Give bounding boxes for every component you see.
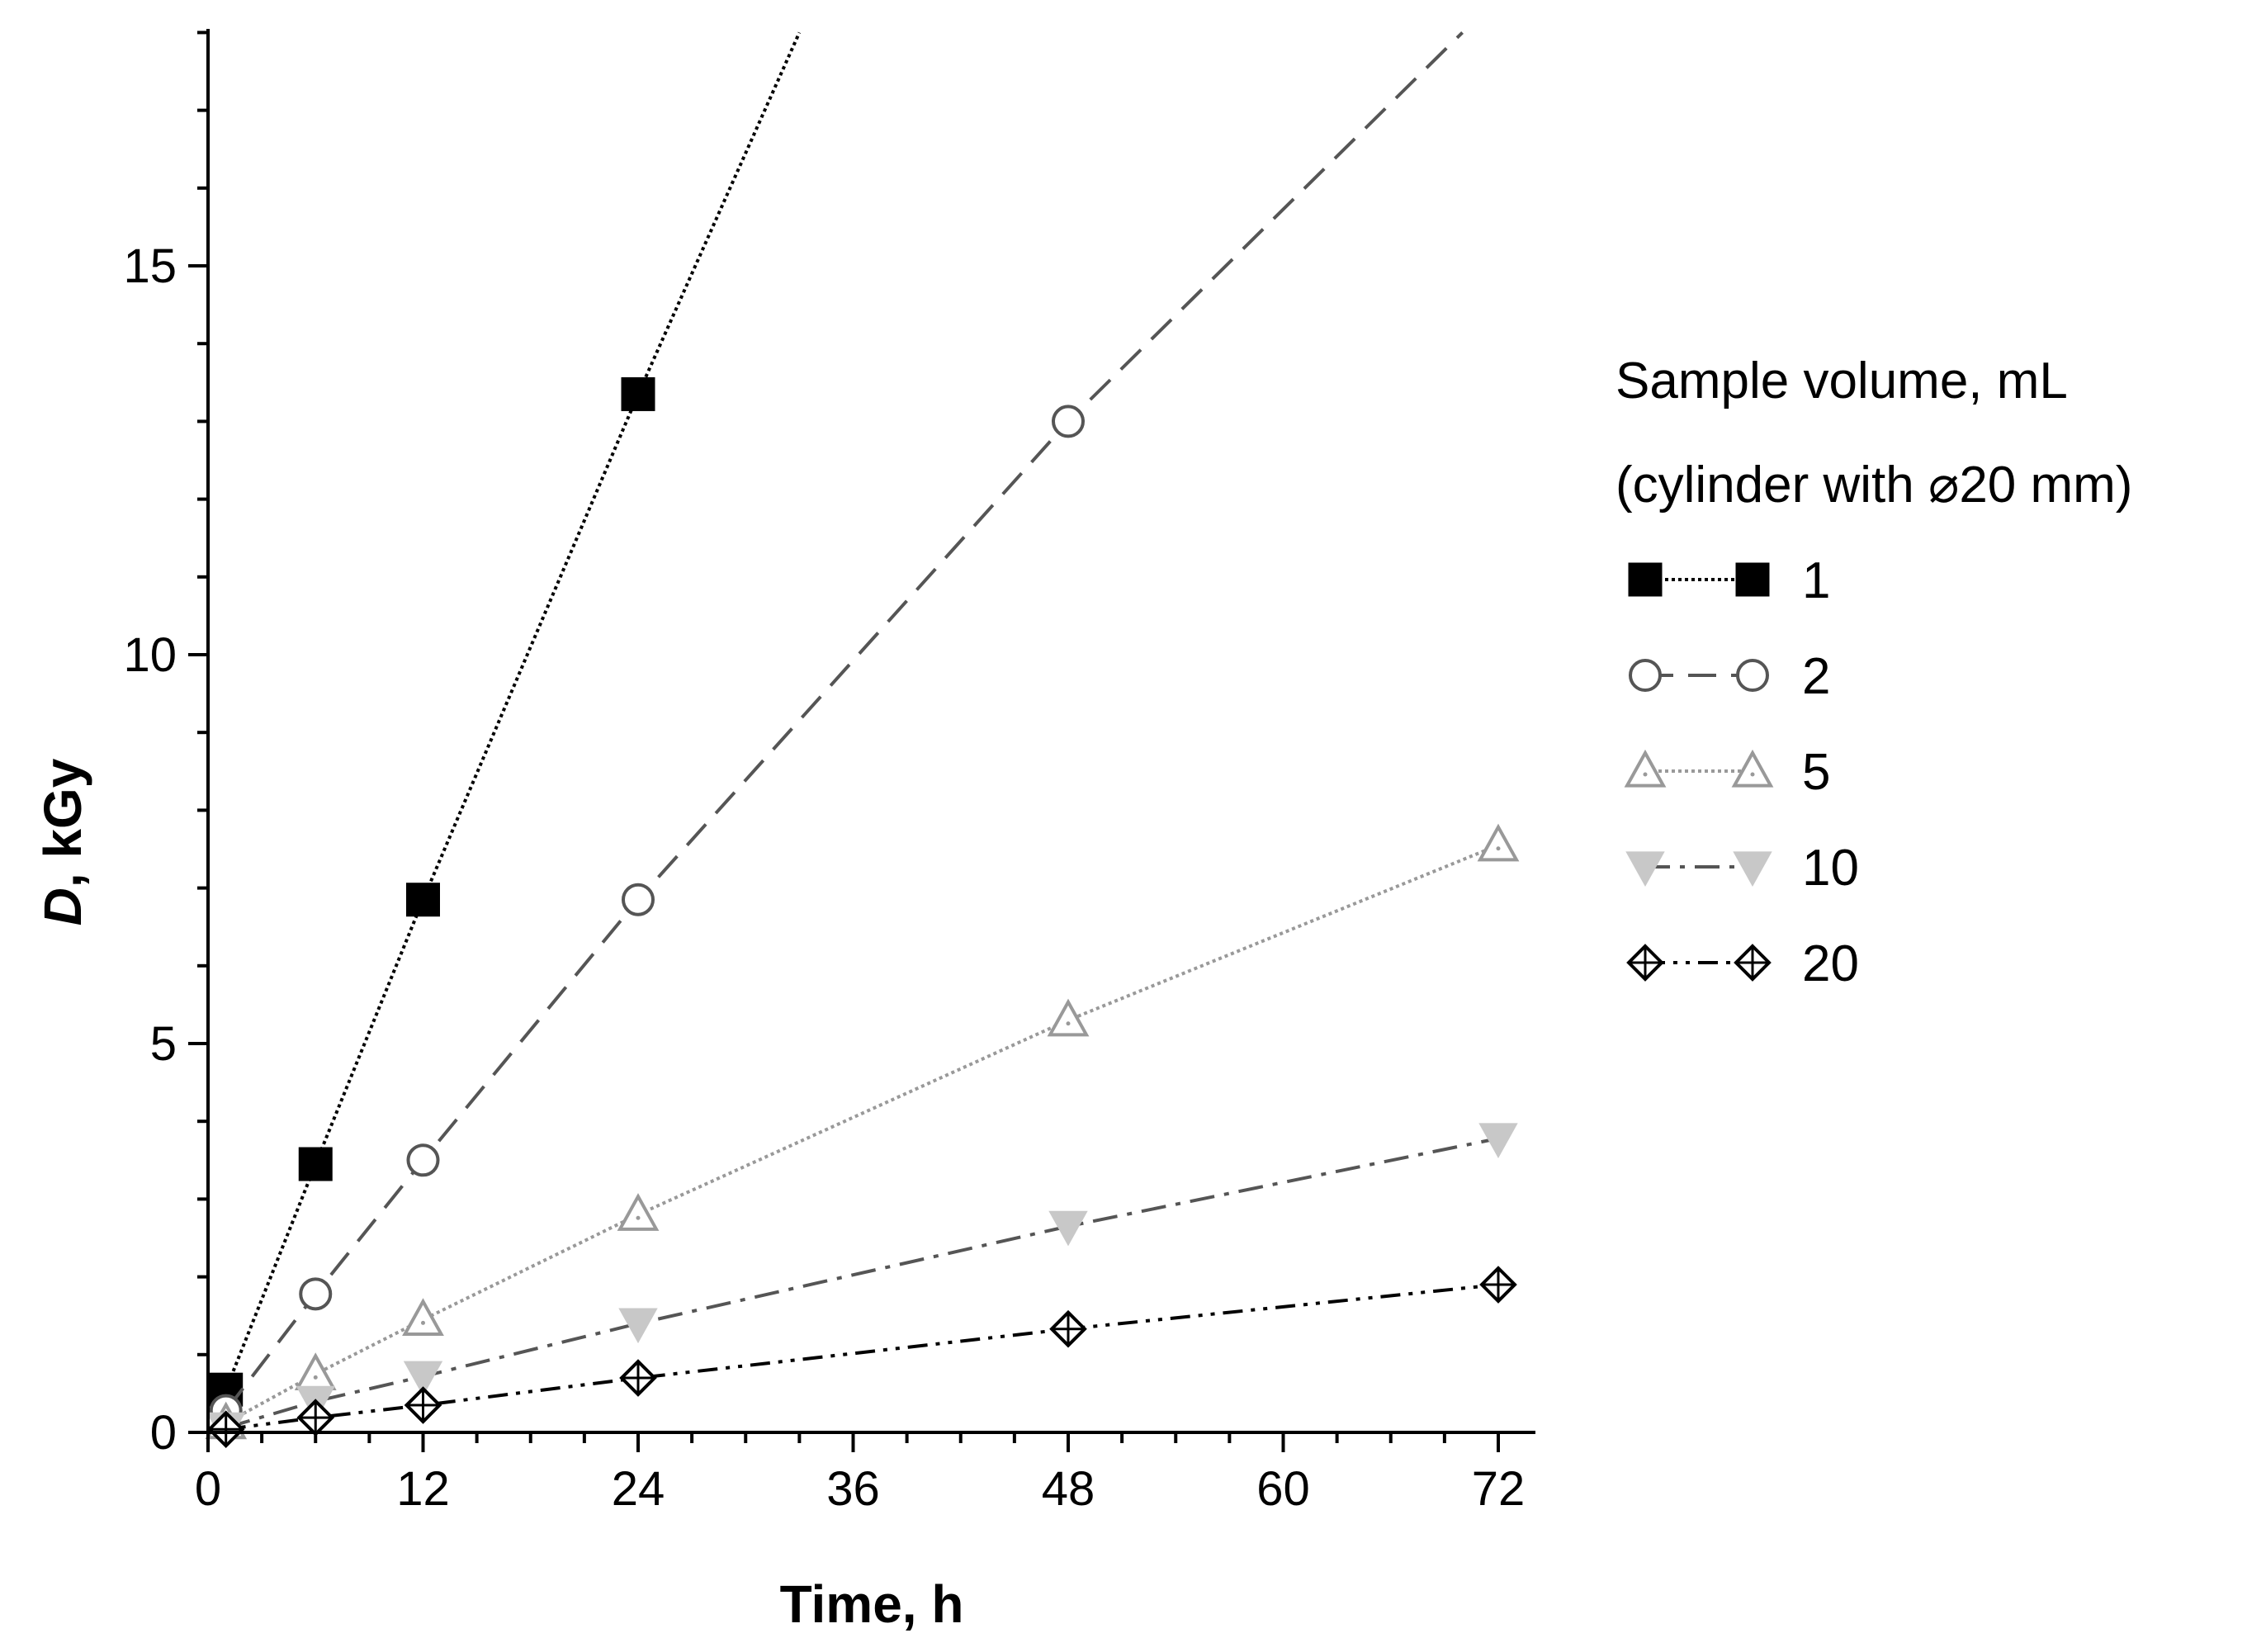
series-5-point-1-dot	[313, 1375, 318, 1380]
x-tick-label-48: 48	[1042, 1462, 1095, 1516]
series-20-point-0-cross	[209, 1413, 243, 1446]
legend-marker-right-2	[1736, 659, 1769, 692]
legend-title-line-1: Sample volume, mL	[1615, 353, 2068, 409]
series-2	[209, 31, 1464, 1427]
ticks: 0 12 24 36 48 60 72 0 5 10 15	[123, 31, 1526, 1516]
legend-marker-left-2	[1629, 659, 1662, 692]
legend-label-1: 1	[1802, 552, 1830, 609]
series-5-point-4-dot	[1066, 1021, 1071, 1026]
x-axis-title: Time, h	[780, 1574, 964, 1634]
series-layer	[205, 31, 1520, 1449]
series-1-line	[224, 31, 802, 1390]
legend-label-2: 2	[1802, 648, 1830, 705]
y-tick-label-15: 15	[123, 239, 177, 293]
legend-label-10: 10	[1802, 840, 1859, 897]
series-20-point-4-cross	[1052, 1312, 1085, 1346]
legend-marker-right-5	[1731, 749, 1774, 788]
series-20	[206, 1266, 1517, 1449]
legend-marker-left-20-cross	[1629, 946, 1662, 979]
x-tick-label-0: 0	[195, 1462, 221, 1516]
legend-title-line-2: (cylinder with ⌀20 mm)	[1615, 457, 2132, 514]
series-5-point-3	[617, 1193, 660, 1231]
legend-item-1: 1	[1628, 552, 1830, 609]
series-1-point-2	[406, 883, 440, 917]
legend-item-10: 10	[1625, 840, 1859, 897]
series-2-point-2	[406, 1143, 440, 1177]
y-tick-label-5: 5	[150, 1017, 177, 1071]
series-10-point-4	[1048, 1210, 1088, 1247]
series-1	[209, 31, 802, 1407]
legend-marker-right-5-dot	[1750, 772, 1755, 777]
y-tick-label-10: 10	[123, 628, 177, 682]
series-10	[206, 1123, 1518, 1448]
series-2-point-4	[1052, 405, 1085, 438]
series-5-point-5-dot	[1496, 846, 1501, 851]
x-tick-label-36: 36	[826, 1462, 880, 1516]
series-2-point-1	[299, 1277, 333, 1311]
legend-marker-left-1	[1628, 562, 1663, 597]
y-axis-title: D, kGy	[33, 758, 92, 925]
legend-marker-left-10	[1625, 851, 1665, 888]
series-5-point-2-dot	[421, 1320, 425, 1325]
legend-label-5: 5	[1802, 744, 1830, 801]
series-5	[205, 823, 1520, 1440]
series-20-point-5-cross	[1482, 1268, 1515, 1302]
legend-marker-right-20-cross	[1736, 946, 1769, 979]
series-20-point-1-cross	[299, 1401, 333, 1435]
axes	[206, 29, 1535, 1434]
series-5-point-3-dot	[636, 1215, 641, 1220]
legend-label-20: 20	[1802, 935, 1859, 992]
series-20-point-3-cross	[622, 1361, 655, 1395]
legend: Sample volume, mL (cylinder with ⌀20 mm)…	[1615, 353, 2132, 992]
legend-items: 1 2 5 10 20	[1624, 552, 1859, 992]
series-10-line	[225, 1136, 1499, 1430]
x-tick-label-72: 72	[1472, 1462, 1526, 1516]
series-5-point-4	[1047, 998, 1090, 1037]
legend-marker-left-5-dot	[1643, 772, 1648, 777]
series-10-point-5	[1478, 1123, 1518, 1158]
series-10-point-2	[403, 1361, 443, 1397]
legend-marker-right-10	[1733, 851, 1772, 888]
legend-marker-left-5	[1624, 749, 1667, 788]
legend-item-20: 20	[1626, 935, 1859, 992]
y-tick-label-0: 0	[150, 1406, 177, 1460]
series-20-line	[225, 1283, 1499, 1432]
series-1-point-1	[298, 1147, 333, 1181]
legend-item-5: 5	[1624, 744, 1830, 801]
x-tick-label-12: 12	[396, 1462, 450, 1516]
series-5-point-1	[294, 1352, 337, 1390]
y-axis-title-symbol: D	[33, 888, 92, 925]
series-5-line	[225, 843, 1499, 1425]
series-5-point-5	[1477, 823, 1520, 862]
series-20-point-2-cross	[406, 1389, 440, 1422]
x-tick-label-60: 60	[1256, 1462, 1310, 1516]
series-2-line	[225, 31, 1464, 1412]
legend-item-2: 2	[1629, 648, 1830, 705]
series-2-point-3	[622, 883, 655, 916]
series-5-point-2	[402, 1298, 444, 1337]
series-1-point-3	[621, 376, 655, 411]
y-axis-title-unit: , kGy	[33, 758, 92, 888]
x-tick-label-24: 24	[612, 1462, 665, 1516]
series-10-point-3	[618, 1308, 658, 1344]
legend-marker-right-1	[1735, 562, 1770, 597]
